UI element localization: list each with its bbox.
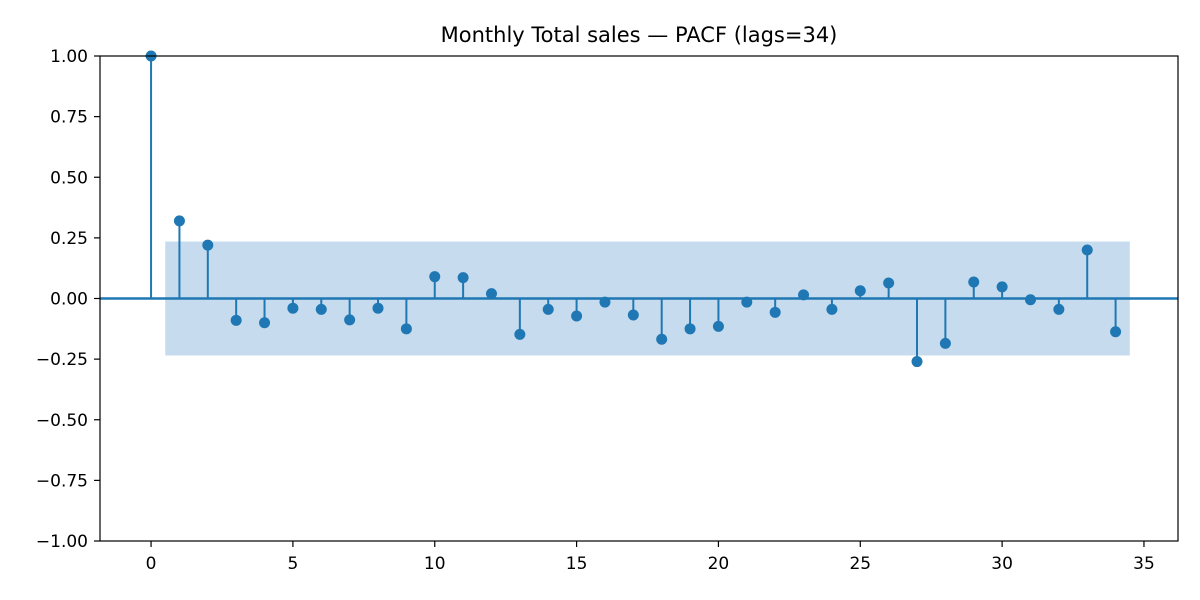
stem-marker: [571, 310, 583, 322]
stem-marker: [684, 323, 696, 335]
x-tick-label: 20: [708, 554, 730, 574]
stem-marker: [372, 302, 384, 314]
stem-marker: [712, 320, 724, 332]
stem-marker: [400, 323, 412, 335]
stem-marker: [429, 271, 441, 283]
y-tick-label: 0.50: [50, 168, 88, 188]
y-tick-label: 0.75: [50, 108, 88, 128]
stem-marker: [741, 296, 753, 308]
stem-marker: [769, 306, 781, 318]
axes-layer: 0 5 10 15 20 25 30 35 −1.00 −0.75 −0.50 −0.25 0.00 0.…: [36, 47, 1179, 574]
stem-marker: [1053, 303, 1065, 315]
stem-marker: [485, 288, 497, 300]
stem-marker: [1081, 244, 1093, 256]
stem-marker: [202, 239, 214, 251]
y-tick-label: −0.50: [36, 411, 88, 431]
y-tick-label: −1.00: [36, 532, 88, 552]
y-tick-label: −0.25: [36, 350, 88, 370]
x-tick-label: 10: [424, 554, 446, 574]
stem-marker: [457, 272, 469, 284]
x-tick-label: 25: [849, 554, 871, 574]
stem-marker: [968, 276, 980, 288]
stem-marker: [259, 317, 271, 329]
stem-marker: [230, 314, 242, 326]
stem-marker: [939, 337, 951, 349]
y-tick-label: −0.75: [36, 471, 88, 491]
x-tick-label: 35: [1133, 554, 1155, 574]
stem-marker: [1110, 326, 1122, 338]
stem-marker: [599, 296, 611, 308]
y-tick-label: 0.25: [50, 229, 88, 249]
stem-marker: [344, 314, 356, 326]
stem-marker: [996, 281, 1008, 293]
chart-title: Monthly Total sales — PACF (lags=34): [441, 23, 838, 47]
y-tick-label: 1.00: [50, 47, 88, 67]
stem-marker: [627, 309, 639, 321]
stem-marker: [542, 303, 554, 315]
stem-marker: [315, 303, 327, 315]
stem-marker: [1024, 294, 1036, 306]
x-tick-label: 5: [287, 554, 298, 574]
stem-marker: [911, 356, 923, 368]
stem-marker: [883, 277, 895, 289]
stem-marker: [173, 215, 185, 227]
x-tick-label: 30: [991, 554, 1013, 574]
x-tick-label: 15: [566, 554, 588, 574]
stem-marker: [826, 303, 838, 315]
y-tick-label: 0.00: [50, 290, 88, 310]
stem-marker: [287, 302, 299, 314]
stem-marker: [514, 328, 526, 340]
stem-marker: [656, 333, 668, 345]
x-tick-label: 0: [146, 554, 157, 574]
stem-marker: [798, 289, 810, 301]
stem-marker: [854, 285, 866, 297]
